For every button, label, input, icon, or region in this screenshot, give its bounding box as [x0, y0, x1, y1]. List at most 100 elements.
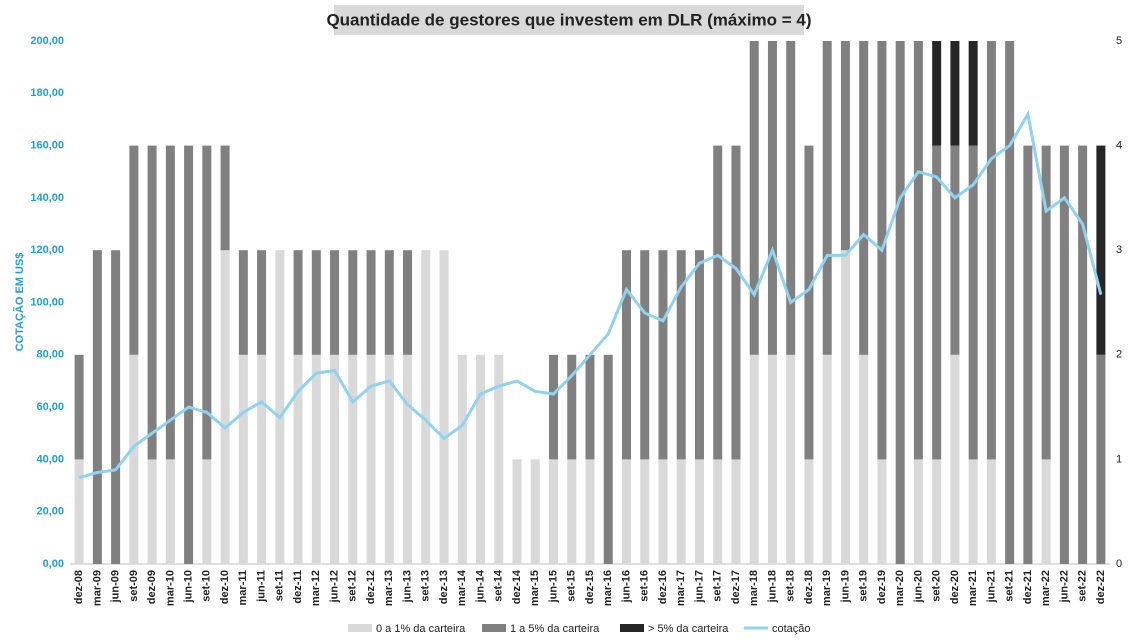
x-tick-label: mar-19: [821, 570, 833, 606]
x-tick-label: set-18: [785, 570, 797, 602]
bar-segment: [567, 354, 577, 460]
legend-label: 0 a 1% da carteira: [376, 623, 466, 635]
bar-segment: [494, 354, 504, 564]
bar-segment: [749, 41, 759, 355]
bar-segment: [567, 459, 577, 564]
bar-segment: [950, 145, 960, 355]
bar-segment: [986, 41, 996, 460]
price-line: [78, 109, 1103, 480]
bar-segment: [749, 354, 759, 564]
x-tick-label: jun-15: [547, 570, 559, 603]
x-tick-label: mar-22: [1040, 570, 1052, 606]
bar-segment: [986, 459, 996, 564]
bar-segment: [257, 354, 267, 564]
bar-segment: [530, 459, 540, 564]
x-tick-label: jun-21: [985, 570, 997, 603]
bar-segment: [786, 41, 796, 355]
bar-segment: [366, 250, 376, 355]
x-tick-label: mar-14: [456, 569, 468, 606]
bar-segment: [968, 145, 978, 460]
bar-segment: [713, 459, 723, 564]
x-tick-label: set-20: [931, 570, 943, 602]
bar-segment: [804, 459, 814, 564]
bar-segment: [932, 41, 942, 146]
y-tick-label: 200,00: [30, 35, 64, 47]
bar-segment: [348, 354, 358, 564]
x-tick-label: jun-10: [183, 570, 195, 603]
bar-segment: [694, 459, 704, 564]
x-tick-label: set-21: [1004, 570, 1016, 602]
x-tick-label: dez-14: [511, 569, 523, 604]
bar-segment: [1059, 145, 1069, 564]
y-tick-label: 120,00: [30, 244, 64, 256]
x-tick-label: jun-18: [766, 570, 778, 603]
bar-segment: [421, 250, 431, 564]
bar-segment: [1096, 354, 1106, 564]
bar-segment: [840, 250, 850, 564]
bar-segment: [403, 354, 413, 564]
x-tick-label: dez-16: [657, 570, 669, 604]
bar-segment: [549, 459, 559, 564]
y2-tick-label: 0: [1116, 558, 1122, 570]
legend-label: cotação: [772, 623, 811, 635]
bar-segment: [968, 459, 978, 564]
bar-segment: [1078, 145, 1088, 564]
x-tick-label: dez-15: [584, 570, 596, 604]
bar-segment: [293, 354, 303, 564]
bar-segment: [275, 250, 285, 564]
bar-segment: [804, 145, 814, 460]
legend-swatch: [482, 624, 506, 632]
bar-segment: [549, 354, 559, 460]
bar-segment: [92, 250, 102, 564]
x-tick-label: dez-18: [803, 570, 815, 604]
x-tick-label: set-10: [201, 570, 213, 602]
x-tick-label: jun-12: [328, 570, 340, 603]
x-tick-label: jun-17: [693, 570, 705, 603]
bar-segment: [658, 459, 668, 564]
bar-segment: [731, 459, 741, 564]
bar-segment: [621, 250, 631, 460]
x-tick-label: mar-16: [602, 570, 614, 606]
bar-segment: [1023, 145, 1033, 564]
bar-segment: [348, 250, 358, 355]
bar-segment: [1005, 41, 1015, 564]
y-tick-label: 100,00: [30, 296, 64, 308]
y2-tick-label: 2: [1116, 349, 1122, 361]
bar-segment: [640, 250, 650, 460]
bar-segment: [129, 145, 139, 355]
legend-swatch: [620, 624, 644, 632]
x-tick-label: jun-11: [255, 570, 267, 603]
bar-segment: [74, 459, 84, 564]
y-axis-label: COTAÇÃO EM US$: [13, 253, 26, 352]
x-tick-label: set-09: [128, 570, 140, 602]
bar-segment: [311, 354, 321, 564]
bar-segment: [129, 354, 139, 564]
bar-segment: [895, 41, 905, 564]
bar-segment: [184, 145, 194, 564]
x-tick-label: set-11: [274, 570, 286, 601]
bar-segment: [1041, 459, 1051, 564]
y-tick-label: 160,00: [30, 140, 64, 152]
bar-segment: [366, 354, 376, 564]
bar-segment: [658, 250, 668, 460]
bar-segment: [1041, 145, 1051, 460]
y2-tick-label: 1: [1116, 453, 1122, 465]
bar-segment: [384, 250, 394, 355]
x-tick-label: jun-16: [620, 570, 632, 603]
bar-segment: [968, 41, 978, 146]
x-tick-label: dez-12: [365, 570, 377, 604]
bar-segment: [932, 145, 942, 460]
x-tick-label: dez-11: [292, 570, 304, 604]
x-tick-label: set-16: [639, 570, 651, 602]
bar-segment: [202, 459, 212, 564]
x-tick-label: set-19: [858, 570, 870, 602]
bar-segment: [165, 145, 175, 460]
x-tick-label: dez-21: [1022, 570, 1034, 604]
x-tick-label: set-12: [347, 570, 359, 602]
bar-segment: [840, 41, 850, 251]
x-tick-label: dez-13: [438, 570, 450, 604]
x-tick-label: dez-09: [146, 570, 158, 604]
x-tick-label: mar-21: [967, 570, 979, 606]
bar-segment: [694, 250, 704, 460]
bar-segment: [713, 145, 723, 460]
